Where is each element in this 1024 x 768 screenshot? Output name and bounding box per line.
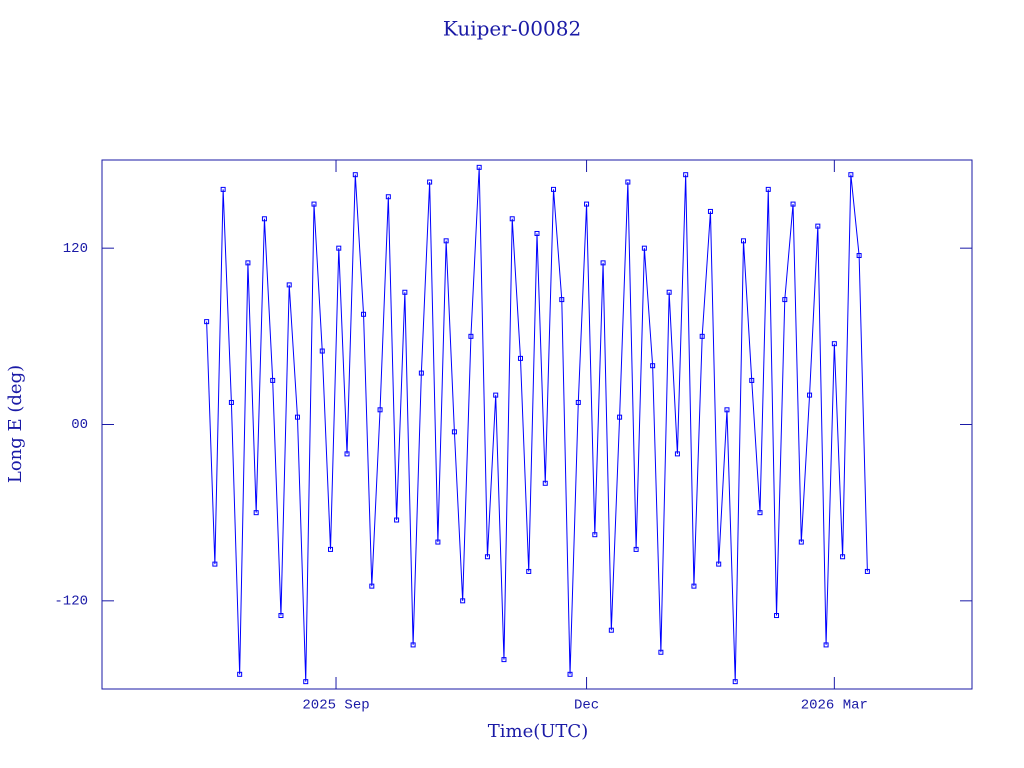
data-point (220, 186, 226, 192)
data-point (749, 377, 755, 383)
data-point (584, 201, 590, 207)
x-axis-label: Time(UTC) (488, 721, 588, 742)
data-point (831, 341, 837, 347)
data-point (765, 186, 771, 192)
data-point (336, 245, 342, 251)
data-point (716, 561, 722, 567)
y-tick-label: 00 (71, 417, 88, 433)
x-tick-label: 2026 Mar (801, 698, 868, 714)
data-point (303, 679, 309, 685)
data-point (600, 260, 606, 266)
data-point (790, 201, 796, 207)
data-point (468, 333, 474, 339)
data-point (410, 642, 416, 648)
data-point (864, 568, 870, 574)
y-axis-label: Long E (deg) (5, 365, 26, 483)
data-point (212, 561, 218, 567)
y-tick-label: 120 (63, 241, 88, 257)
x-tick-label: Dec (574, 698, 599, 714)
data-point (402, 289, 408, 295)
data-point (691, 583, 697, 589)
data-point (798, 539, 804, 545)
x-tick-label: 2025 Sep (302, 698, 369, 714)
data-point (757, 510, 763, 516)
data-point (592, 532, 598, 538)
data-point (253, 510, 259, 516)
data-point (493, 392, 499, 398)
data-point (460, 598, 466, 604)
data-point (509, 216, 515, 222)
data-point (484, 554, 490, 560)
data-point (534, 230, 540, 236)
data-point (369, 583, 375, 589)
data-point (427, 179, 433, 185)
y-tick-label: -120 (54, 594, 88, 610)
data-point (286, 282, 292, 288)
data-point (848, 172, 854, 178)
data-point (237, 671, 243, 677)
data-point (683, 172, 689, 178)
data-point (278, 613, 284, 619)
data-point (270, 377, 276, 383)
data-point (435, 539, 441, 545)
data-point (807, 392, 813, 398)
data-point (245, 260, 251, 266)
data-point (542, 480, 548, 486)
data-point (228, 399, 234, 405)
data-point (856, 253, 862, 259)
data-point (575, 399, 581, 405)
data-point (774, 613, 780, 619)
data-point (451, 429, 457, 435)
data-point (840, 554, 846, 560)
data-point (294, 414, 300, 420)
data-point (394, 517, 400, 523)
data-point (674, 451, 680, 457)
series-line (206, 167, 868, 682)
data-point (641, 245, 647, 251)
chart-title: Kuiper-00082 (443, 17, 581, 41)
data-point (377, 407, 383, 413)
data-point (823, 642, 829, 648)
data-point (361, 311, 367, 317)
data-point (707, 208, 713, 214)
data-point (344, 451, 350, 457)
data-point (526, 568, 532, 574)
data-point (815, 223, 821, 229)
data-point (501, 657, 507, 663)
data-point (517, 355, 523, 361)
data-point (204, 319, 210, 325)
data-point (261, 216, 267, 222)
data-point (418, 370, 424, 376)
data-point (328, 546, 334, 552)
data-point (699, 333, 705, 339)
data-point (443, 238, 449, 244)
data-point (666, 289, 672, 295)
data-point (633, 546, 639, 552)
data-point (724, 407, 730, 413)
data-point (658, 649, 664, 655)
data-point (782, 297, 788, 303)
data-point (650, 363, 656, 369)
data-point (476, 164, 482, 170)
data-point (732, 679, 738, 685)
data-point (385, 194, 391, 200)
data-point (551, 186, 557, 192)
data-point (311, 201, 317, 207)
data-point (625, 179, 631, 185)
data-point (559, 297, 565, 303)
data-point (740, 238, 746, 244)
data-point (352, 172, 358, 178)
data-point (608, 627, 614, 633)
data-point (319, 348, 325, 354)
data-point (567, 671, 573, 677)
data-point (617, 414, 623, 420)
